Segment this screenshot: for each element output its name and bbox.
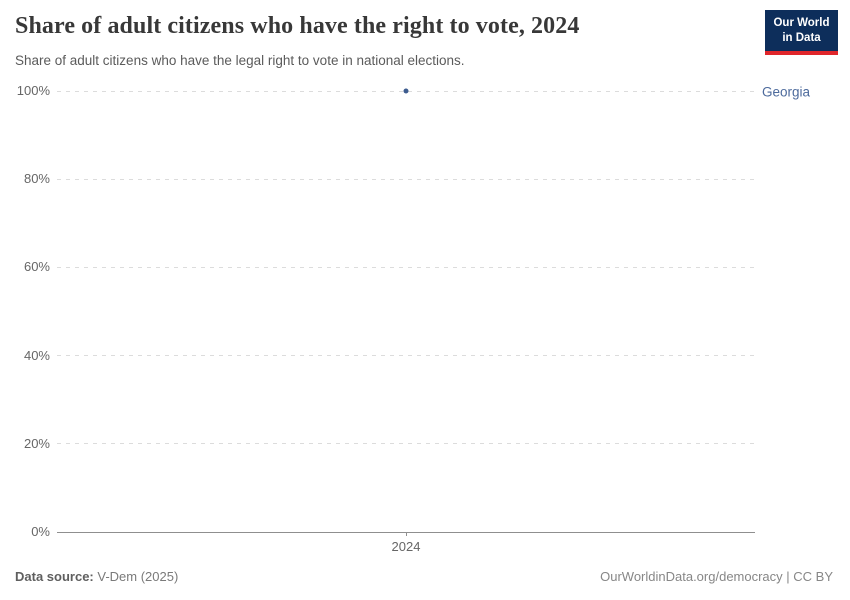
data-source-line: Data source: V-Dem (2025) — [15, 569, 178, 584]
owid-logo[interactable]: Our World in Data — [765, 10, 838, 55]
data-source-label: Data source: — [15, 569, 94, 584]
data-source-value: V-Dem (2025) — [97, 569, 179, 584]
chart-title: Share of adult citizens who have the rig… — [15, 13, 580, 39]
y-tick-label: 100% — [16, 83, 50, 99]
x-tick-label: 2024 — [391, 539, 421, 554]
gridline — [57, 178, 755, 180]
gridline — [57, 266, 755, 268]
x-axis-tick — [405, 532, 407, 536]
owid-license-link[interactable]: OurWorldinData.org/democracy | CC BY — [600, 569, 833, 584]
y-tick-label: 20% — [23, 435, 50, 451]
chart-subtitle: Share of adult citizens who have the leg… — [15, 53, 465, 68]
y-tick-label: 60% — [23, 259, 50, 275]
gridline — [57, 355, 755, 357]
data-point-georgia[interactable] — [403, 88, 409, 94]
entity-label-georgia[interactable]: Georgia — [762, 84, 811, 100]
y-tick-label: 80% — [23, 171, 50, 187]
owid-logo-line1: Our World — [773, 17, 830, 30]
owid-logo-line2: in Data — [782, 31, 821, 44]
y-tick-label: 40% — [23, 347, 50, 363]
y-tick-label: 0% — [31, 524, 50, 540]
gridline — [57, 443, 755, 445]
